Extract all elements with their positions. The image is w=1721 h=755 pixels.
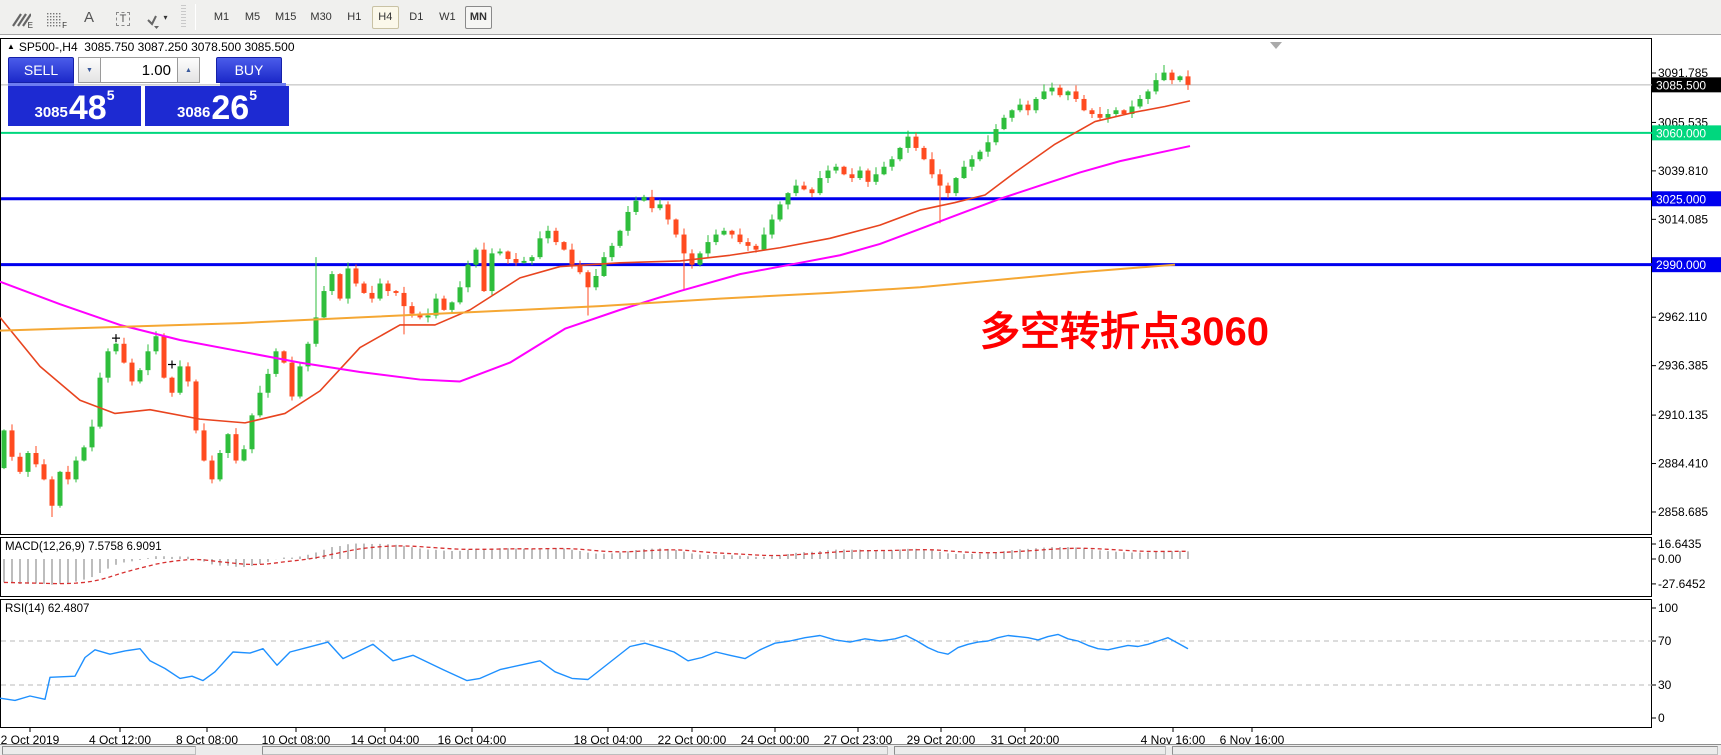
price-badge-label: 2990.000: [1656, 258, 1706, 272]
price-tick-label: 3014.085: [1658, 212, 1708, 226]
slow-ma-line: [0, 263, 1176, 332]
toolbar: E F A T ▾ M1 M5 M15 M30 H1 H4 D1 W1 MN: [0, 0, 1721, 35]
date-tick-label: 24 Oct 00:00: [741, 733, 810, 744]
macd-axis-label: 16.6435: [1658, 537, 1702, 551]
price-badge-label: 3025.000: [1656, 192, 1706, 206]
price-tick-label: 2858.685: [1658, 505, 1708, 519]
date-tick-label: 10 Oct 08:00: [262, 733, 331, 744]
timeframe-m5-button[interactable]: M5: [244, 11, 261, 23]
macd-axis-label: -27.6452: [1658, 577, 1706, 591]
timeframe-mn-button[interactable]: MN: [464, 5, 492, 29]
sell-button[interactable]: SELL: [8, 57, 74, 83]
timeframe-m15-button[interactable]: M15: [275, 11, 297, 23]
rsi-axis-label: 70: [1658, 634, 1672, 648]
price-badge-label: 3085.500: [1656, 78, 1706, 92]
price-badge: [1652, 125, 1721, 141]
price-tick-label: 2962.110: [1658, 310, 1707, 324]
buy-price-sup: 5: [249, 87, 257, 103]
macd-axis-label: 0.00: [1658, 552, 1682, 566]
volume-decrease-button[interactable]: ▼: [78, 57, 101, 83]
arrow-style-tool-icon[interactable]: ▾: [142, 3, 172, 31]
date-tick-label: 18 Oct 04:00: [574, 733, 643, 744]
buy-price[interactable]: 3086 26 5: [145, 86, 289, 126]
macd-label: MACD(12,26,9) 7.5758 6.9091: [5, 541, 162, 553]
timeframe-d1-button[interactable]: D1: [409, 11, 424, 23]
volume-input[interactable]: [101, 57, 177, 83]
sell-underline: [8, 83, 74, 86]
toolbar-separator: [195, 4, 196, 30]
price-badge-label: 3060.000: [1656, 126, 1706, 140]
rsi-axis-label: 0: [1658, 711, 1665, 725]
date-tick-label: 4 Nov 16:00: [1141, 733, 1206, 744]
timeframe-m1-button[interactable]: M1: [213, 11, 230, 23]
fast-ma-line: [0, 100, 1191, 424]
price-tick-label: 2884.410: [1658, 457, 1708, 471]
date-tick-label: 27 Oct 23:00: [824, 733, 893, 744]
timeframe-h4-button[interactable]: H4: [371, 5, 399, 29]
date-tick-label: 2 Oct 2019: [1, 733, 60, 744]
price-tick-label: 2910.135: [1658, 408, 1708, 422]
date-tick-label: 22 Oct 00:00: [658, 733, 727, 744]
sell-price-small: 3085: [34, 104, 68, 121]
sell-price-sup: 5: [106, 87, 115, 103]
date-tick-label: 16 Oct 04:00: [438, 733, 507, 744]
status-panel: [2, 746, 196, 755]
timeframe-m30-button[interactable]: M30: [310, 11, 332, 23]
price-badge: [1652, 191, 1721, 207]
rsi-line: [0, 633, 1189, 702]
toolbar-drag-handle[interactable]: [181, 5, 186, 29]
macd-signal-line: [3, 545, 1189, 585]
annotation-text: 多空转折点3060: [980, 310, 1269, 354]
rsi-pane-border: [0, 599, 1652, 728]
sell-price[interactable]: 3085 48 5: [8, 86, 141, 126]
status-bar: [0, 744, 1721, 755]
draw-lines-tool-icon[interactable]: E: [6, 3, 36, 31]
price-badge: [1652, 257, 1721, 273]
macd-pane-border: [0, 537, 1652, 597]
one-click-trading-panel: SELL ▼ ▲ BUY 3085 48 5 3086 26 5: [8, 57, 292, 126]
buy-underline: [220, 83, 286, 86]
buy-price-small: 3086: [177, 104, 211, 121]
price-badge: [1652, 77, 1721, 93]
timeframe-h1-button[interactable]: H1: [347, 11, 362, 23]
timeframe-w1-button[interactable]: W1: [439, 11, 456, 23]
buy-price-big: 26: [211, 89, 250, 127]
buy-button[interactable]: BUY: [216, 57, 282, 83]
medium-ma-line: [0, 145, 1191, 383]
drawing-tools-group: E F A T ▾: [0, 0, 178, 34]
volume-increase-button[interactable]: ▲: [177, 57, 200, 83]
date-tick-label: 8 Oct 08:00: [176, 733, 238, 744]
date-tick-label: 6 Nov 16:00: [1220, 733, 1285, 744]
rsi-label: RSI(14) 62.4807: [5, 603, 90, 615]
symbol-period-label: SP500-,H4: [18, 40, 78, 54]
price-tick-label: 3039.810: [1658, 164, 1708, 178]
chart-title: ▲ SP500-,H4 3085.750 3087.250 3078.500 30…: [7, 40, 295, 54]
rsi-axis-label: 30: [1658, 678, 1672, 692]
rsi-axis-label: 100: [1658, 601, 1678, 615]
timeframe-buttons-group: M1 M5 M15 M30 H1 H4 D1 W1 MN: [202, 0, 498, 34]
main-pane-border: [0, 38, 1652, 535]
price-tick-label: 3091.785: [1658, 66, 1708, 80]
price-chart[interactable]: 多空转折点30603091.7853065.5353039.8103014.08…: [0, 35, 1721, 744]
ohlc-values: 3085.750 3087.250 3078.500 3085.500: [84, 40, 295, 54]
date-tick-label: 14 Oct 04:00: [351, 733, 420, 744]
textbox-tool-icon[interactable]: T: [108, 3, 138, 31]
sell-price-big: 48: [68, 89, 107, 127]
price-tick-label: 2936.385: [1658, 359, 1708, 373]
date-tick-label: 31 Oct 20:00: [991, 733, 1060, 744]
status-panel: [894, 746, 1166, 755]
date-tick-label: 4 Oct 12:00: [89, 733, 151, 744]
text-tool-icon[interactable]: A: [83, 8, 94, 26]
status-panel: [1172, 746, 1718, 755]
date-tick-label: 29 Oct 20:00: [907, 733, 976, 744]
grid-tool-icon[interactable]: F: [40, 3, 70, 31]
collapse-arrow-icon[interactable]: ▲: [7, 42, 15, 51]
chart-window[interactable]: 多空转折点3060 3091.785 3065.535 3039.810 3014.08…: [0, 35, 1721, 744]
status-panel: [262, 746, 888, 755]
chart-shift-marker-icon: [1270, 42, 1282, 49]
